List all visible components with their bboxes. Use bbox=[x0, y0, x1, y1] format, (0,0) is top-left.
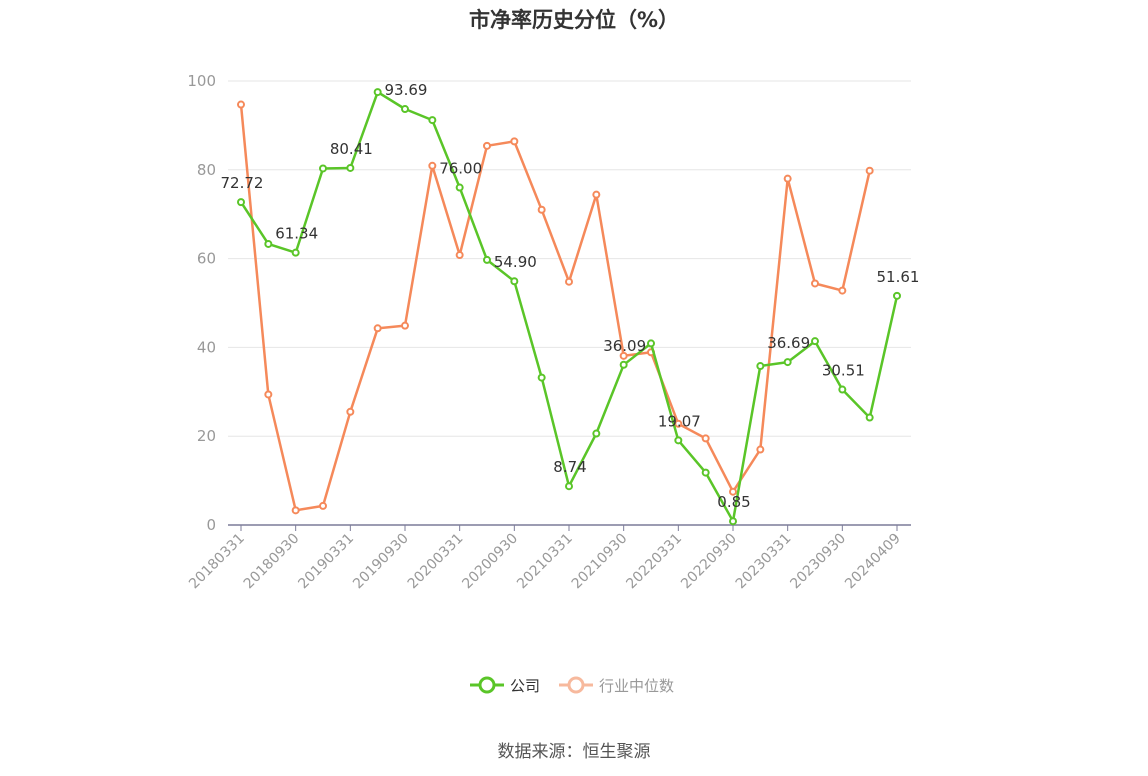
legend-industry-label: 行业中位数 bbox=[599, 676, 675, 695]
industry-point bbox=[838, 286, 847, 295]
industry-point bbox=[346, 407, 355, 416]
grid-lines bbox=[228, 80, 911, 437]
company-point bbox=[893, 291, 901, 300]
industry-series-line bbox=[239, 104, 871, 512]
industry-point bbox=[783, 174, 792, 183]
company-data-label: 51.61 bbox=[877, 268, 920, 286]
industry-point bbox=[510, 137, 519, 146]
company-data-label: 93.69 bbox=[385, 81, 428, 99]
company-data-label: 36.69 bbox=[767, 334, 810, 352]
company-point bbox=[565, 482, 573, 491]
company-point bbox=[729, 517, 737, 526]
y-tick-label: 80 bbox=[197, 161, 216, 179]
company-data-label: 61.34 bbox=[275, 225, 318, 243]
company-point bbox=[756, 362, 765, 371]
company-point bbox=[537, 373, 546, 382]
company-data-label: 72.72 bbox=[221, 174, 264, 192]
x-tick-label: 20180930 bbox=[241, 531, 303, 593]
industry-point bbox=[619, 351, 628, 360]
industry-point bbox=[592, 190, 601, 199]
legend: 公司 行业中位数 bbox=[0, 672, 1148, 698]
company-point bbox=[865, 413, 874, 422]
company-point bbox=[619, 360, 628, 369]
chart-title: 市净率历史分位（%） bbox=[468, 8, 680, 32]
industry-point bbox=[264, 390, 273, 399]
company-point bbox=[483, 255, 491, 264]
industry-point bbox=[428, 161, 437, 170]
company-point bbox=[674, 436, 683, 445]
company-point bbox=[237, 198, 245, 207]
company-data-label: 80.41 bbox=[330, 140, 373, 158]
company-data-label: 30.51 bbox=[822, 362, 865, 380]
industry-point bbox=[483, 141, 491, 150]
company-point bbox=[291, 248, 300, 257]
company-data-label: 76.00 bbox=[439, 160, 482, 178]
company-data-label: 36.09 bbox=[603, 337, 646, 355]
x-tick-label: 20210930 bbox=[569, 531, 631, 593]
series bbox=[237, 88, 901, 526]
data-labels: 72.72 61.34 80.41 93.69 76.00 54.90 8.74 36.09 1… bbox=[221, 81, 920, 511]
x-tick-label: 20190331 bbox=[295, 531, 357, 593]
company-point bbox=[783, 358, 792, 367]
company-point bbox=[811, 337, 819, 346]
company-data-label: 8.74 bbox=[553, 458, 586, 476]
y-tick-label: 60 bbox=[197, 250, 216, 268]
company-point bbox=[455, 183, 464, 192]
company-data-label: 19.07 bbox=[658, 412, 701, 430]
legend-company-icon bbox=[470, 676, 504, 694]
x-tick-label: 20190930 bbox=[350, 531, 412, 593]
company-data-label: 0.85 bbox=[717, 493, 750, 511]
company-point bbox=[346, 163, 355, 172]
y-tick-label: 40 bbox=[197, 338, 216, 356]
industry-point bbox=[455, 251, 464, 260]
industry-point bbox=[237, 100, 245, 109]
company-point bbox=[510, 277, 519, 286]
x-tick-label: 20180331 bbox=[186, 531, 248, 593]
legend-company-label: 公司 bbox=[510, 676, 541, 695]
industry-point bbox=[291, 506, 300, 515]
industry-point bbox=[865, 166, 874, 175]
x-tick-label: 20220331 bbox=[623, 531, 685, 593]
x-tick-label: 20240409 bbox=[842, 531, 904, 593]
industry-point bbox=[701, 434, 710, 443]
industry-point bbox=[565, 277, 573, 286]
company-point bbox=[701, 468, 710, 477]
industry-point bbox=[537, 205, 546, 214]
legend-item-company[interactable]: 公司 bbox=[470, 672, 540, 698]
industry-point bbox=[811, 279, 819, 288]
industry-point bbox=[729, 487, 737, 496]
company-point bbox=[319, 164, 327, 173]
legend-item-industry[interactable]: 行业中位数 bbox=[559, 672, 674, 698]
company-data-label: 54.90 bbox=[494, 253, 537, 271]
x-tick-label: 20200930 bbox=[459, 531, 521, 593]
company-point bbox=[647, 339, 655, 348]
company-point bbox=[592, 429, 601, 438]
legend-industry-icon bbox=[559, 676, 593, 694]
company-point bbox=[401, 105, 409, 114]
x-tick-label: 20230331 bbox=[733, 531, 795, 593]
x-tick-label: 20200331 bbox=[405, 531, 467, 593]
y-tick-label: 20 bbox=[197, 427, 216, 445]
company-point bbox=[373, 88, 382, 97]
company-point bbox=[838, 385, 847, 394]
industry-point bbox=[319, 501, 327, 510]
x-tick-label: 20230930 bbox=[787, 531, 849, 593]
x-tick-label: 20220930 bbox=[678, 531, 740, 593]
y-tick-label: 0 bbox=[206, 516, 216, 534]
company-point bbox=[428, 116, 437, 125]
y-tick-label: 100 bbox=[187, 72, 216, 90]
industry-point bbox=[674, 419, 683, 428]
company-point bbox=[264, 239, 273, 248]
data-source: 数据来源：恒生聚源 bbox=[497, 742, 651, 762]
x-tick-label: 20210331 bbox=[514, 531, 576, 593]
industry-point bbox=[373, 324, 382, 333]
industry-point bbox=[756, 445, 765, 454]
industry-point bbox=[401, 321, 409, 330]
